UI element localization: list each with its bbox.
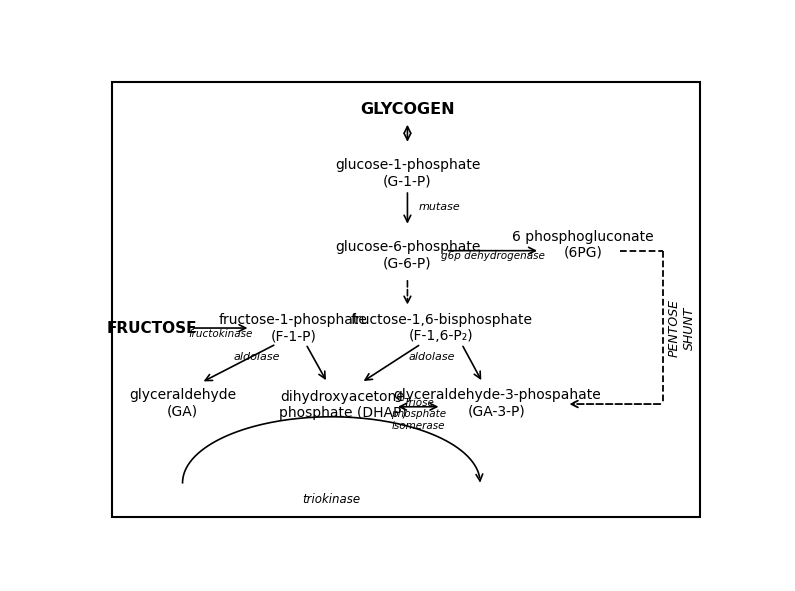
Text: mutase: mutase — [418, 203, 460, 212]
Text: aldolase: aldolase — [409, 352, 456, 362]
Text: fructose-1,6-bisphosphate
(F-1,6-P₂): fructose-1,6-bisphosphate (F-1,6-P₂) — [351, 313, 533, 343]
Text: GLYCOGEN: GLYCOGEN — [360, 102, 455, 117]
Text: aldolase: aldolase — [233, 352, 280, 362]
Text: Triose
phosphate
isomerase: Triose phosphate isomerase — [391, 398, 446, 431]
Text: glucose-1-phosphate
(G-1-P): glucose-1-phosphate (G-1-P) — [335, 158, 480, 189]
Text: fructose-1-phosphate
(F-1-P): fructose-1-phosphate (F-1-P) — [219, 313, 368, 343]
Text: g6p dehydrogenase: g6p dehydrogenase — [440, 251, 545, 261]
Text: fructokinase: fructokinase — [188, 329, 253, 339]
Text: FRUCTOSE: FRUCTOSE — [107, 320, 197, 336]
Text: glucose-6-phosphate
(G-6-P): glucose-6-phosphate (G-6-P) — [335, 240, 480, 270]
Text: PENTOSE
SHUNT: PENTOSE SHUNT — [668, 299, 696, 357]
Text: glyceraldehyde-3-phospahate
(GA-3-P): glyceraldehyde-3-phospahate (GA-3-P) — [393, 388, 601, 418]
Text: dihydroxyacetone
phosphate (DHAP): dihydroxyacetone phosphate (DHAP) — [279, 390, 406, 420]
Text: 6 phosphogluconate
(6PG): 6 phosphogluconate (6PG) — [512, 230, 653, 260]
Text: triokinase: triokinase — [302, 493, 360, 506]
Text: glyceraldehyde
(GA): glyceraldehyde (GA) — [129, 388, 236, 418]
